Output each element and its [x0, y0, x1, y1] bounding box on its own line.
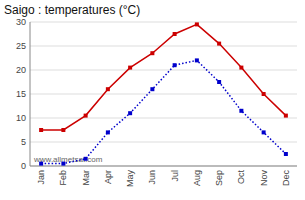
chart-title: Saigo : temperatures (°C) — [4, 3, 140, 17]
y-tick-label: 0 — [21, 161, 26, 171]
y-axis: 0 5 10 15 20 25 30 — [16, 17, 26, 171]
grid-line — [30, 46, 297, 47]
grid-line — [30, 142, 297, 143]
chart-container: 0 5 10 15 20 25 30 Jan Feb Mar Apr May Jun Jul Aug Sep O… — [0, 0, 305, 200]
x-axis-line — [30, 166, 297, 167]
x-tick-label: Oct — [236, 170, 246, 185]
x-tick-label: Feb — [58, 170, 68, 186]
grid — [30, 22, 297, 166]
y-tick-label: 25 — [16, 41, 26, 51]
point-marker — [128, 66, 132, 70]
y-tick-label: 15 — [16, 89, 26, 99]
point-marker — [84, 157, 88, 161]
x-tick-label: Apr — [103, 170, 113, 184]
x-tick-label: Sep — [214, 170, 224, 186]
x-tick-label: Dec — [281, 170, 291, 187]
data — [39, 22, 288, 165]
x-tick-label: May — [125, 170, 135, 188]
grid-line — [30, 94, 297, 95]
point-marker — [106, 87, 110, 91]
y-tick-label: 10 — [16, 113, 26, 123]
x-tick-label: Jan — [36, 170, 46, 185]
point-marker — [284, 114, 288, 118]
point-marker — [128, 111, 132, 115]
point-marker — [284, 152, 288, 156]
point-marker — [61, 128, 65, 132]
point-marker — [173, 32, 177, 36]
series-line — [41, 60, 286, 163]
grid-line — [30, 70, 297, 71]
point-marker — [262, 130, 266, 134]
point-marker — [195, 58, 199, 62]
point-marker — [262, 92, 266, 96]
point-marker — [173, 63, 177, 67]
point-marker — [61, 162, 65, 166]
page: {"chart_data": {"type": "line", "title":… — [0, 0, 305, 200]
point-marker — [84, 114, 88, 118]
x-axis: Jan Feb Mar Apr May Jun Jul Aug Sep Oct Nov Dec — [36, 170, 291, 188]
point-marker — [39, 162, 43, 166]
point-marker — [217, 42, 221, 46]
point-marker — [195, 22, 199, 26]
y-tick-label: 5 — [21, 137, 26, 147]
x-tick-label: Jun — [147, 170, 157, 185]
x-tick-label: Mar — [81, 170, 91, 186]
y-tick-label: 20 — [16, 65, 26, 75]
chart-svg: 0 5 10 15 20 25 30 Jan Feb Mar Apr May Jun Jul Aug Sep O… — [0, 0, 305, 200]
x-tick-label: Jul — [170, 170, 180, 182]
point-marker — [239, 66, 243, 70]
point-marker — [150, 87, 154, 91]
grid-line — [30, 22, 297, 23]
watermark: www.allmetsat.com — [33, 155, 103, 164]
point-marker — [150, 51, 154, 55]
point-marker — [106, 130, 110, 134]
point-marker — [39, 128, 43, 132]
x-tick-label: Aug — [192, 170, 202, 186]
y-tick-label: 30 — [16, 17, 26, 27]
point-marker — [217, 80, 221, 84]
grid-line — [30, 166, 297, 167]
point-marker — [239, 109, 243, 113]
y-axis-line — [30, 22, 31, 166]
x-tick-label: Nov — [259, 170, 269, 187]
grid-line — [30, 118, 297, 119]
